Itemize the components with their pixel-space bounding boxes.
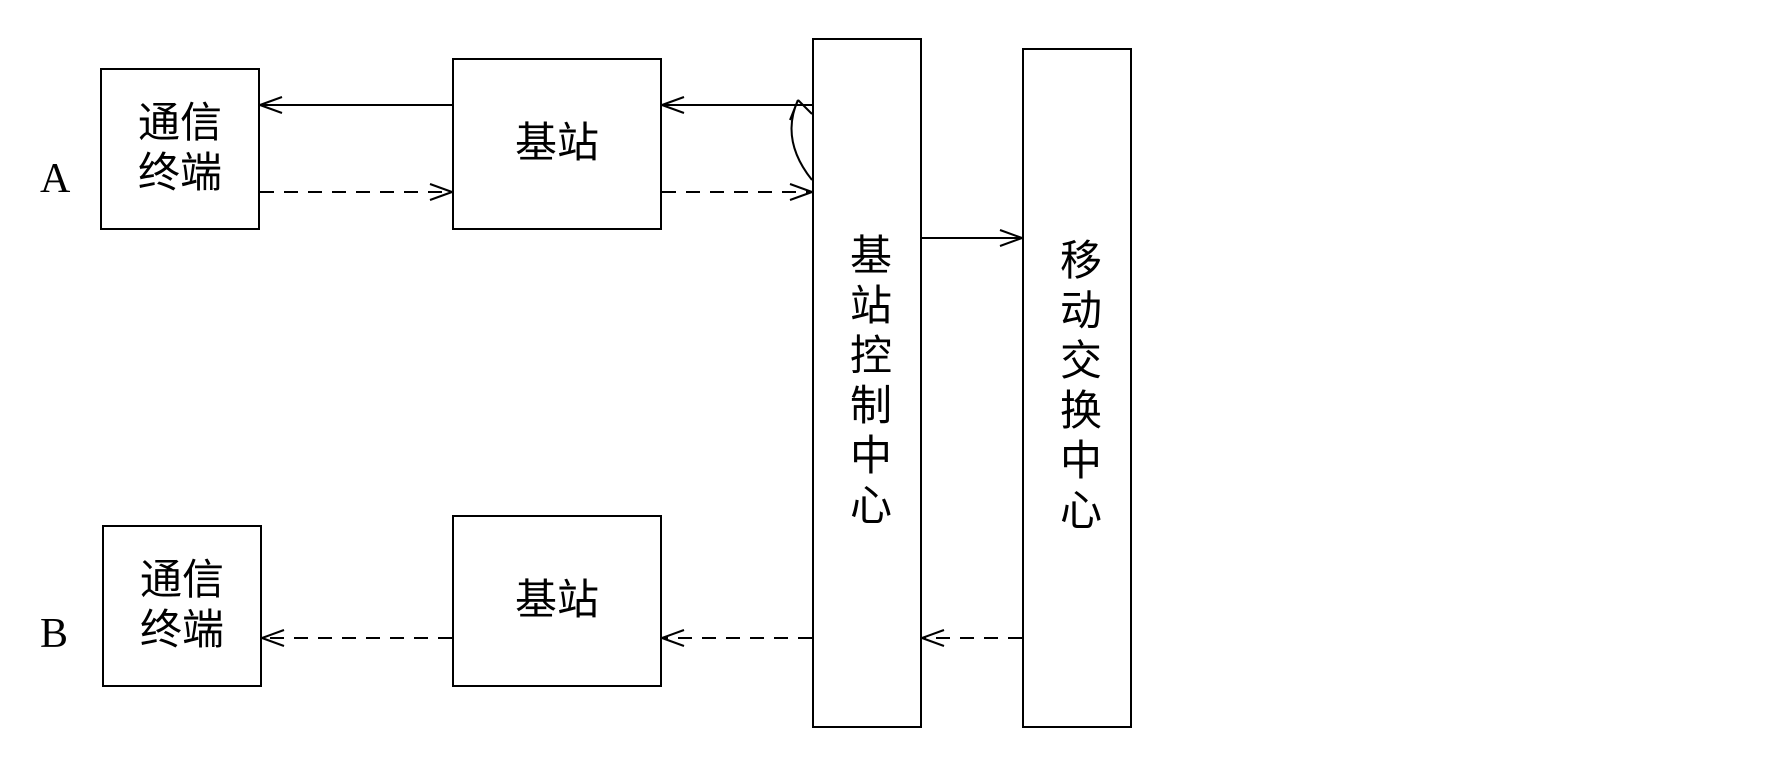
terminal-a-line1: 通信 bbox=[138, 99, 222, 149]
box-terminal-a: 通信 终端 bbox=[100, 68, 260, 230]
terminal-b-line2: 终端 bbox=[140, 606, 224, 656]
basestation-b-text: 基站 bbox=[515, 576, 599, 626]
diagram-page: A B 通信 终端 基站 通信 终端 基站 基站控制中心 移动交换中心 bbox=[0, 0, 1777, 773]
label-a: A bbox=[40, 155, 70, 203]
msc-text: 移动交换中心 bbox=[1047, 238, 1108, 538]
terminal-a-line2: 终端 bbox=[138, 149, 222, 199]
terminal-b-line1: 通信 bbox=[140, 556, 224, 606]
label-b: B bbox=[40, 610, 68, 658]
box-basestation-a: 基站 bbox=[452, 58, 662, 230]
box-basestation-b: 基站 bbox=[452, 515, 662, 687]
box-msc: 移动交换中心 bbox=[1022, 48, 1132, 728]
basestation-a-text: 基站 bbox=[515, 119, 599, 169]
bsc-text: 基站控制中心 bbox=[837, 233, 898, 533]
box-terminal-b: 通信 终端 bbox=[102, 525, 262, 687]
box-bsc: 基站控制中心 bbox=[812, 38, 922, 728]
